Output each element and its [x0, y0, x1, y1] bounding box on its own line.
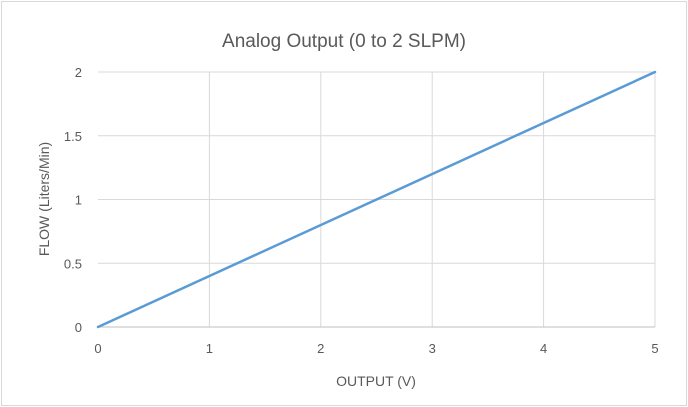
tick-labels: 0 1 2 3 4 5 0 0.5 1 1.5 2: [64, 65, 659, 356]
y-axis-label: FLOW (Liters/Min): [36, 142, 52, 256]
y-tick-label: 0.5: [64, 256, 82, 271]
series-layer: [96, 70, 657, 329]
gridlines: [98, 71, 656, 327]
x-axis-label: OUTPUT (V): [336, 373, 416, 389]
y-tick-label: 1: [75, 193, 82, 208]
y-tick-label: 2: [75, 65, 82, 80]
x-tick-label: 4: [540, 341, 547, 356]
y-tick-label: 1.5: [64, 129, 82, 144]
series-line-0: [96, 70, 657, 329]
x-tick-label: 2: [317, 341, 324, 356]
x-tick-label: 3: [429, 341, 436, 356]
x-tick-label: 1: [206, 341, 213, 356]
x-tick-label: 5: [651, 341, 658, 356]
y-tick-label: 0: [75, 320, 82, 335]
chart-title: Analog Output (0 to 2 SLPM): [222, 31, 466, 52]
x-tick-label: 0: [94, 341, 101, 356]
